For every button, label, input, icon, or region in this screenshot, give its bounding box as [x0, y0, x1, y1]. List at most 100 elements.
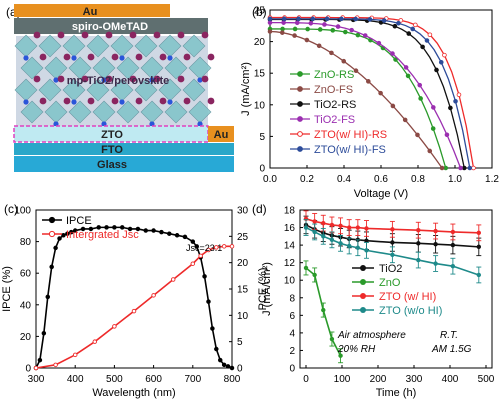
panel-c-point — [80, 226, 86, 232]
panel-c-ytick-left-label: 100 — [14, 206, 31, 217]
panel-c-point — [53, 245, 58, 251]
panel-b-point — [353, 16, 358, 22]
halide-atom — [87, 97, 95, 105]
panel-d-point — [347, 243, 352, 249]
panel-d-point — [476, 272, 481, 278]
cation-atom — [119, 99, 125, 105]
layer-fto — [14, 143, 234, 155]
panel-b-point — [420, 44, 425, 50]
panel-b-point — [317, 27, 323, 32]
panel-b-ylabel: J (mA/cm²) — [240, 62, 252, 116]
panel-d-point — [476, 244, 481, 250]
panel-d-label: (d) — [252, 202, 267, 216]
panel-d-curves — [303, 210, 482, 364]
halide-atom — [159, 97, 167, 105]
panel-b-point — [367, 17, 373, 22]
panel-c-point — [45, 294, 51, 300]
panel-d-legend-marker — [360, 279, 366, 285]
panel-c-point — [217, 357, 223, 363]
octahedron — [38, 78, 62, 102]
panel-c-point — [198, 253, 203, 259]
panel-b-point — [461, 165, 467, 171]
panel-c-ytick-right-label: 20 — [237, 258, 249, 269]
panel-b-point — [439, 165, 445, 171]
panel-c-point — [167, 231, 172, 236]
panel-c-point — [88, 226, 94, 232]
panel-b-legend-label: TiO2-RS — [314, 99, 356, 111]
panel-c-ytick-right-label: 25 — [237, 232, 249, 243]
panel-d-point — [450, 229, 456, 235]
panel-c-point — [37, 357, 43, 363]
layer-glass — [14, 156, 234, 172]
panel-c-ytick-right-label: 10 — [237, 311, 249, 322]
panel-b-legend-marker — [297, 131, 303, 137]
panel-b-point — [339, 16, 344, 22]
panel-b-point — [281, 16, 287, 22]
panel-c-point — [72, 352, 78, 358]
halide-atom — [39, 53, 47, 61]
panel-c-xtick-label: 400 — [67, 374, 84, 385]
panel-b-point — [267, 20, 273, 25]
panel-c-xtick-label: 500 — [106, 374, 123, 385]
cation-atom — [23, 99, 29, 105]
panel-d-point — [355, 245, 361, 250]
panel-b-point — [413, 22, 418, 28]
panel-b-legend-label: TiO2-FS — [314, 114, 355, 126]
panel-d-annotation-am: AM 1.5G — [431, 344, 472, 355]
panel-b-ytick-label: 25 — [254, 6, 266, 17]
panel-b-point — [417, 82, 423, 88]
panel-d-frame — [299, 209, 493, 369]
panel-d-legend-marker — [360, 265, 366, 271]
halide-atom — [177, 75, 185, 83]
panel-d-point — [390, 227, 395, 232]
panel-d-point — [364, 248, 369, 253]
cation-atom — [101, 77, 107, 83]
halide-atom — [129, 75, 137, 83]
panel-b-legend: ZnO-RS ZnO-FS TiO2-RS TiO2-FS ZTO(w/ HI)-RS Z… — [290, 69, 387, 156]
panel-c-ylabel-left: IPCE (%) — [1, 266, 13, 312]
halide-atom — [201, 31, 209, 39]
halide-atom — [135, 53, 143, 61]
panel-d-point — [355, 225, 361, 230]
panel-b-point — [456, 92, 462, 98]
panel-c-point — [65, 231, 70, 236]
panel-c-point — [206, 247, 211, 253]
halide-atom — [201, 75, 209, 83]
panel-d-xtick-label: 100 — [334, 374, 351, 385]
layer-au-contact-label: Au — [214, 129, 229, 141]
panel-b-point — [424, 38, 430, 43]
panel-b-point — [355, 32, 361, 38]
panel-b-curves — [267, 15, 476, 171]
panel-c-ylabel-right: J (mA/cm²) — [261, 262, 273, 316]
halide-atom — [33, 31, 41, 39]
panel-d-point — [303, 265, 309, 271]
panel-d-point — [364, 238, 369, 243]
halide-atom — [129, 31, 137, 39]
panel-c-point — [170, 277, 176, 282]
panel-b-xtick-label: 0.2 — [300, 174, 314, 185]
halide-atom — [183, 97, 191, 105]
panel-d-legend-marker — [360, 293, 366, 299]
panel-d-ticks: 0 100 200 300 400 500 0 2 4 6 8 10 12 14 16 18 — [284, 206, 495, 386]
panel-b-point — [430, 126, 436, 131]
panel-d-point — [433, 261, 438, 266]
octahedron — [134, 78, 158, 102]
panel-c-ytick-left-label: 20 — [20, 332, 32, 343]
panel-b-xtick-label: 0.4 — [337, 174, 351, 185]
panel-d-point — [416, 241, 421, 246]
cation-atom — [167, 55, 173, 61]
panel-d-legend-label: ZTO (w/o HI) — [379, 305, 442, 317]
panel-c-point — [41, 330, 47, 336]
panel-b-point — [398, 18, 404, 23]
halide-atom — [39, 97, 47, 105]
panel-d-ytick-label: 18 — [284, 206, 296, 217]
panel-b-point — [292, 26, 298, 32]
panel-b-point — [324, 16, 330, 22]
halide-atom — [207, 97, 215, 105]
panel-c-point — [61, 233, 66, 238]
panel-b-point — [427, 32, 433, 38]
panel-b-ytick-label: 10 — [254, 100, 266, 111]
panel-b-point — [322, 22, 327, 27]
panel-c-ytick-right-label: 30 — [237, 206, 249, 217]
octahedron — [164, 100, 188, 124]
